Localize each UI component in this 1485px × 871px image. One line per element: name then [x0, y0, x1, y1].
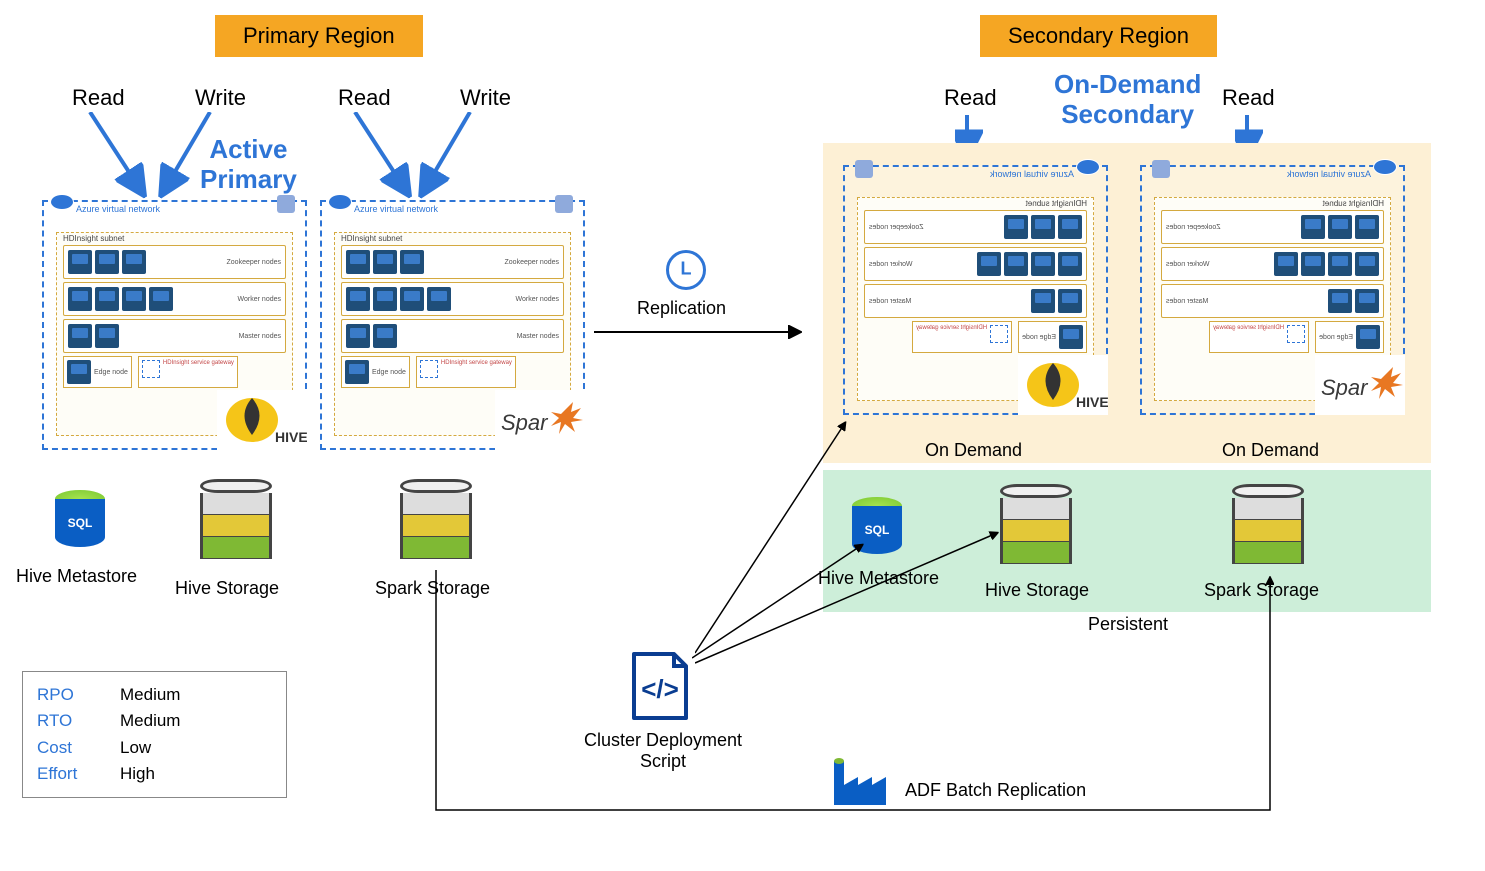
- storage-secondary-spark: [1232, 484, 1304, 576]
- subnet-label: HDInsight subnet: [1026, 199, 1087, 208]
- info-row: RPOMedium: [37, 682, 272, 708]
- info-table: RPOMedium RTOMedium CostLow EffortHigh: [22, 671, 287, 798]
- ondemand-label-1: On Demand: [925, 440, 1022, 461]
- arrow-blue-3: [345, 112, 425, 202]
- storage-primary-hive: [200, 479, 272, 571]
- info-row: RTOMedium: [37, 708, 272, 734]
- secondary-region-header: Secondary Region: [980, 15, 1217, 57]
- svg-text:HIVE: HIVE: [1076, 394, 1108, 410]
- ondemand-secondary-label: On-Demand Secondary: [1054, 70, 1201, 130]
- lock-icon: [555, 195, 573, 213]
- storage-secondary-hive: [1000, 484, 1072, 576]
- vnet-label: Azure virtual network: [354, 204, 438, 214]
- replication-arrow: [594, 322, 809, 342]
- vnet-label: Azure virtual network: [1287, 169, 1371, 179]
- primary-region-header: Primary Region: [215, 15, 423, 57]
- arrow-blue-1: [80, 112, 160, 202]
- svg-text:Spar: Spar: [1321, 375, 1369, 400]
- info-row: CostLow: [37, 735, 272, 761]
- arrow-blue-4: [415, 112, 485, 202]
- subnet-label: HDInsight subnet: [63, 234, 124, 243]
- cloud-icon: [328, 194, 352, 210]
- hive-badge: HIVE: [1018, 355, 1108, 415]
- info-row: EffortHigh: [37, 761, 272, 787]
- replication-label: Replication: [637, 298, 726, 319]
- secondary-region-title: Secondary Region: [1008, 23, 1189, 48]
- storage-primary-hive-label: Hive Storage: [175, 578, 279, 599]
- sql-primary-label: Hive Metastore: [16, 566, 137, 587]
- rw-label-2: Read: [338, 85, 391, 111]
- spark-badge: Spar: [495, 390, 585, 450]
- sql-primary-icon: SQL: [55, 490, 105, 547]
- rw-label-1: Write: [195, 85, 246, 111]
- vnet-label: Azure virtual network: [76, 204, 160, 214]
- primary-region-title: Primary Region: [243, 23, 395, 48]
- subnet-label: HDInsight subnet: [341, 234, 402, 243]
- svg-text:Spar: Spar: [501, 410, 549, 435]
- spark-badge: Spar: [1315, 355, 1405, 415]
- primary-spark-cluster: Azure virtual network HDInsight subnet Z…: [320, 200, 585, 450]
- lock-icon: [1152, 160, 1170, 178]
- rw-label-4: Read: [944, 85, 997, 111]
- rw-label-3: Write: [460, 85, 511, 111]
- arrow-blue-2: [155, 112, 225, 202]
- rw-label-5: Read: [1222, 85, 1275, 111]
- hive-badge: HIVE: [217, 390, 307, 450]
- adf-batch-route: [434, 568, 1274, 828]
- rw-label-0: Read: [72, 85, 125, 111]
- vnet-label: Azure virtual network: [990, 169, 1074, 179]
- cloud-icon: [50, 194, 74, 210]
- lock-icon: [855, 160, 873, 178]
- storage-primary-spark: [400, 479, 472, 571]
- ondemand-label-2: On Demand: [1222, 440, 1319, 461]
- secondary-hive-cluster: Azure virtual network HDInsight subnet Z…: [843, 165, 1108, 415]
- primary-hive-cluster: Azure virtual network HDInsight subnet Z…: [42, 200, 307, 450]
- svg-text:HIVE: HIVE: [275, 429, 307, 445]
- lock-icon: [277, 195, 295, 213]
- cloud-icon: [1076, 159, 1100, 175]
- secondary-spark-cluster: Azure virtual network HDInsight subnet Z…: [1140, 165, 1405, 415]
- subnet-label: HDInsight subnet: [1323, 199, 1384, 208]
- clock-icon: [666, 250, 706, 290]
- cloud-icon: [1373, 159, 1397, 175]
